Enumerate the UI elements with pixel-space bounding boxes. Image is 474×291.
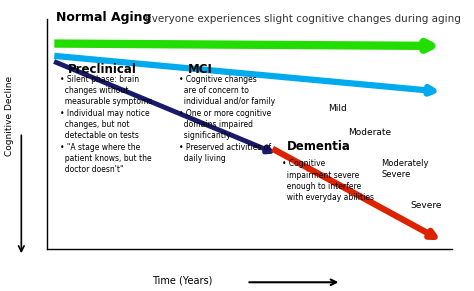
Text: • Cognitive
  impairment severe
  enough to interfere
  with everyday abilities: • Cognitive impairment severe enough to …	[283, 159, 374, 202]
Text: • Cognitive changes
  are of concern to
  individual and/or family: • Cognitive changes are of concern to in…	[179, 75, 275, 106]
Text: MCI: MCI	[188, 63, 212, 76]
Text: • One or more cognitive
  domains impaired
  significantly: • One or more cognitive domains impaired…	[179, 109, 272, 140]
Text: • Silent phase: brain
  changes without
  measurable symptoms: • Silent phase: brain changes without me…	[60, 75, 152, 106]
Text: Moderately
Severe: Moderately Severe	[382, 159, 429, 179]
Text: Cognitive Decline: Cognitive Decline	[5, 76, 14, 157]
Text: • Individual may notice
  changes, but not
  detectable on tests: • Individual may notice changes, but not…	[60, 109, 149, 140]
Text: Moderate: Moderate	[348, 128, 392, 137]
Text: • "A stage where the
  patient knows, but the
  doctor doesn't": • "A stage where the patient knows, but …	[60, 143, 151, 174]
Text: Preclinical: Preclinical	[68, 63, 137, 76]
Text: Severe: Severe	[410, 200, 442, 210]
Text: Time (Years): Time (Years)	[152, 275, 212, 285]
Text: Mild: Mild	[328, 104, 346, 113]
Text: Normal Aging: Normal Aging	[55, 11, 151, 24]
Text: Dementia: Dementia	[287, 140, 350, 153]
Text: Everyone experiences slight cognitive changes during aging: Everyone experiences slight cognitive ch…	[142, 14, 461, 24]
Text: • Preserved activities of
  daily living: • Preserved activities of daily living	[179, 143, 272, 163]
